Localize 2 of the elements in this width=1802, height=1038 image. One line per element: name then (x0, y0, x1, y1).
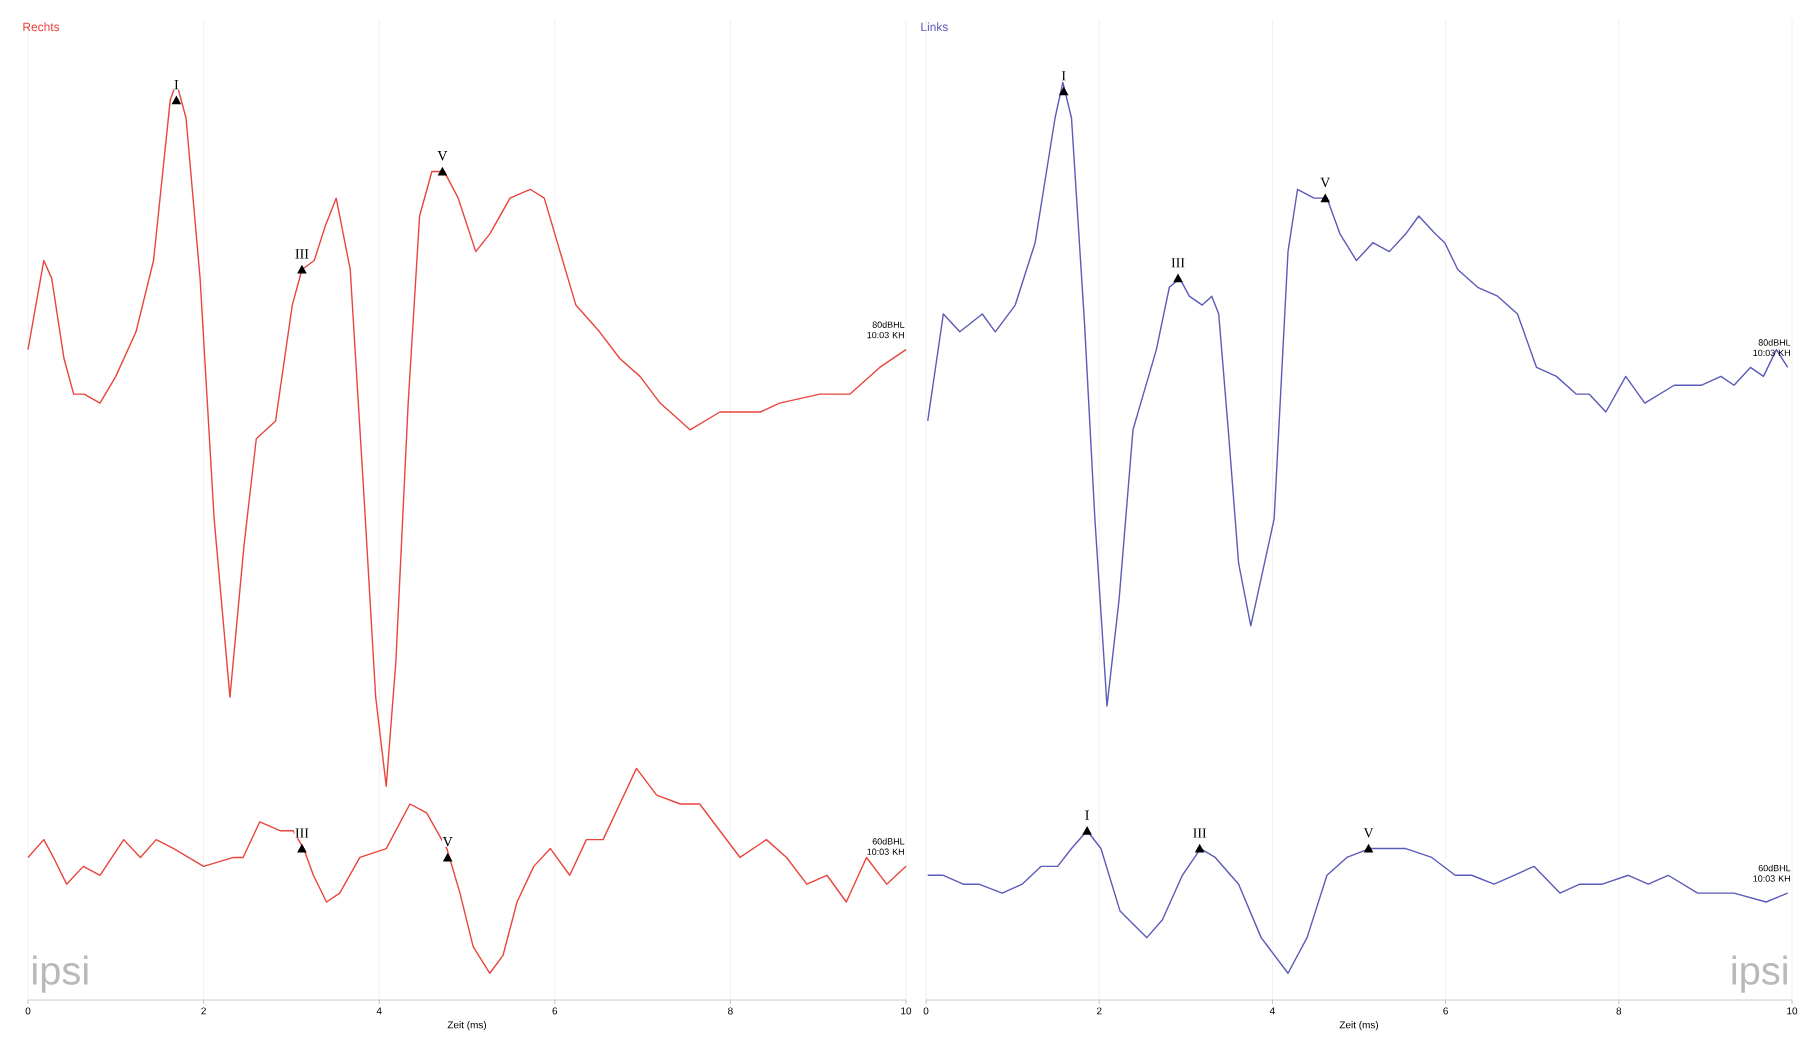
annotation: ipsi (33, 955, 88, 993)
annotation: ipsi (1732, 955, 1787, 993)
